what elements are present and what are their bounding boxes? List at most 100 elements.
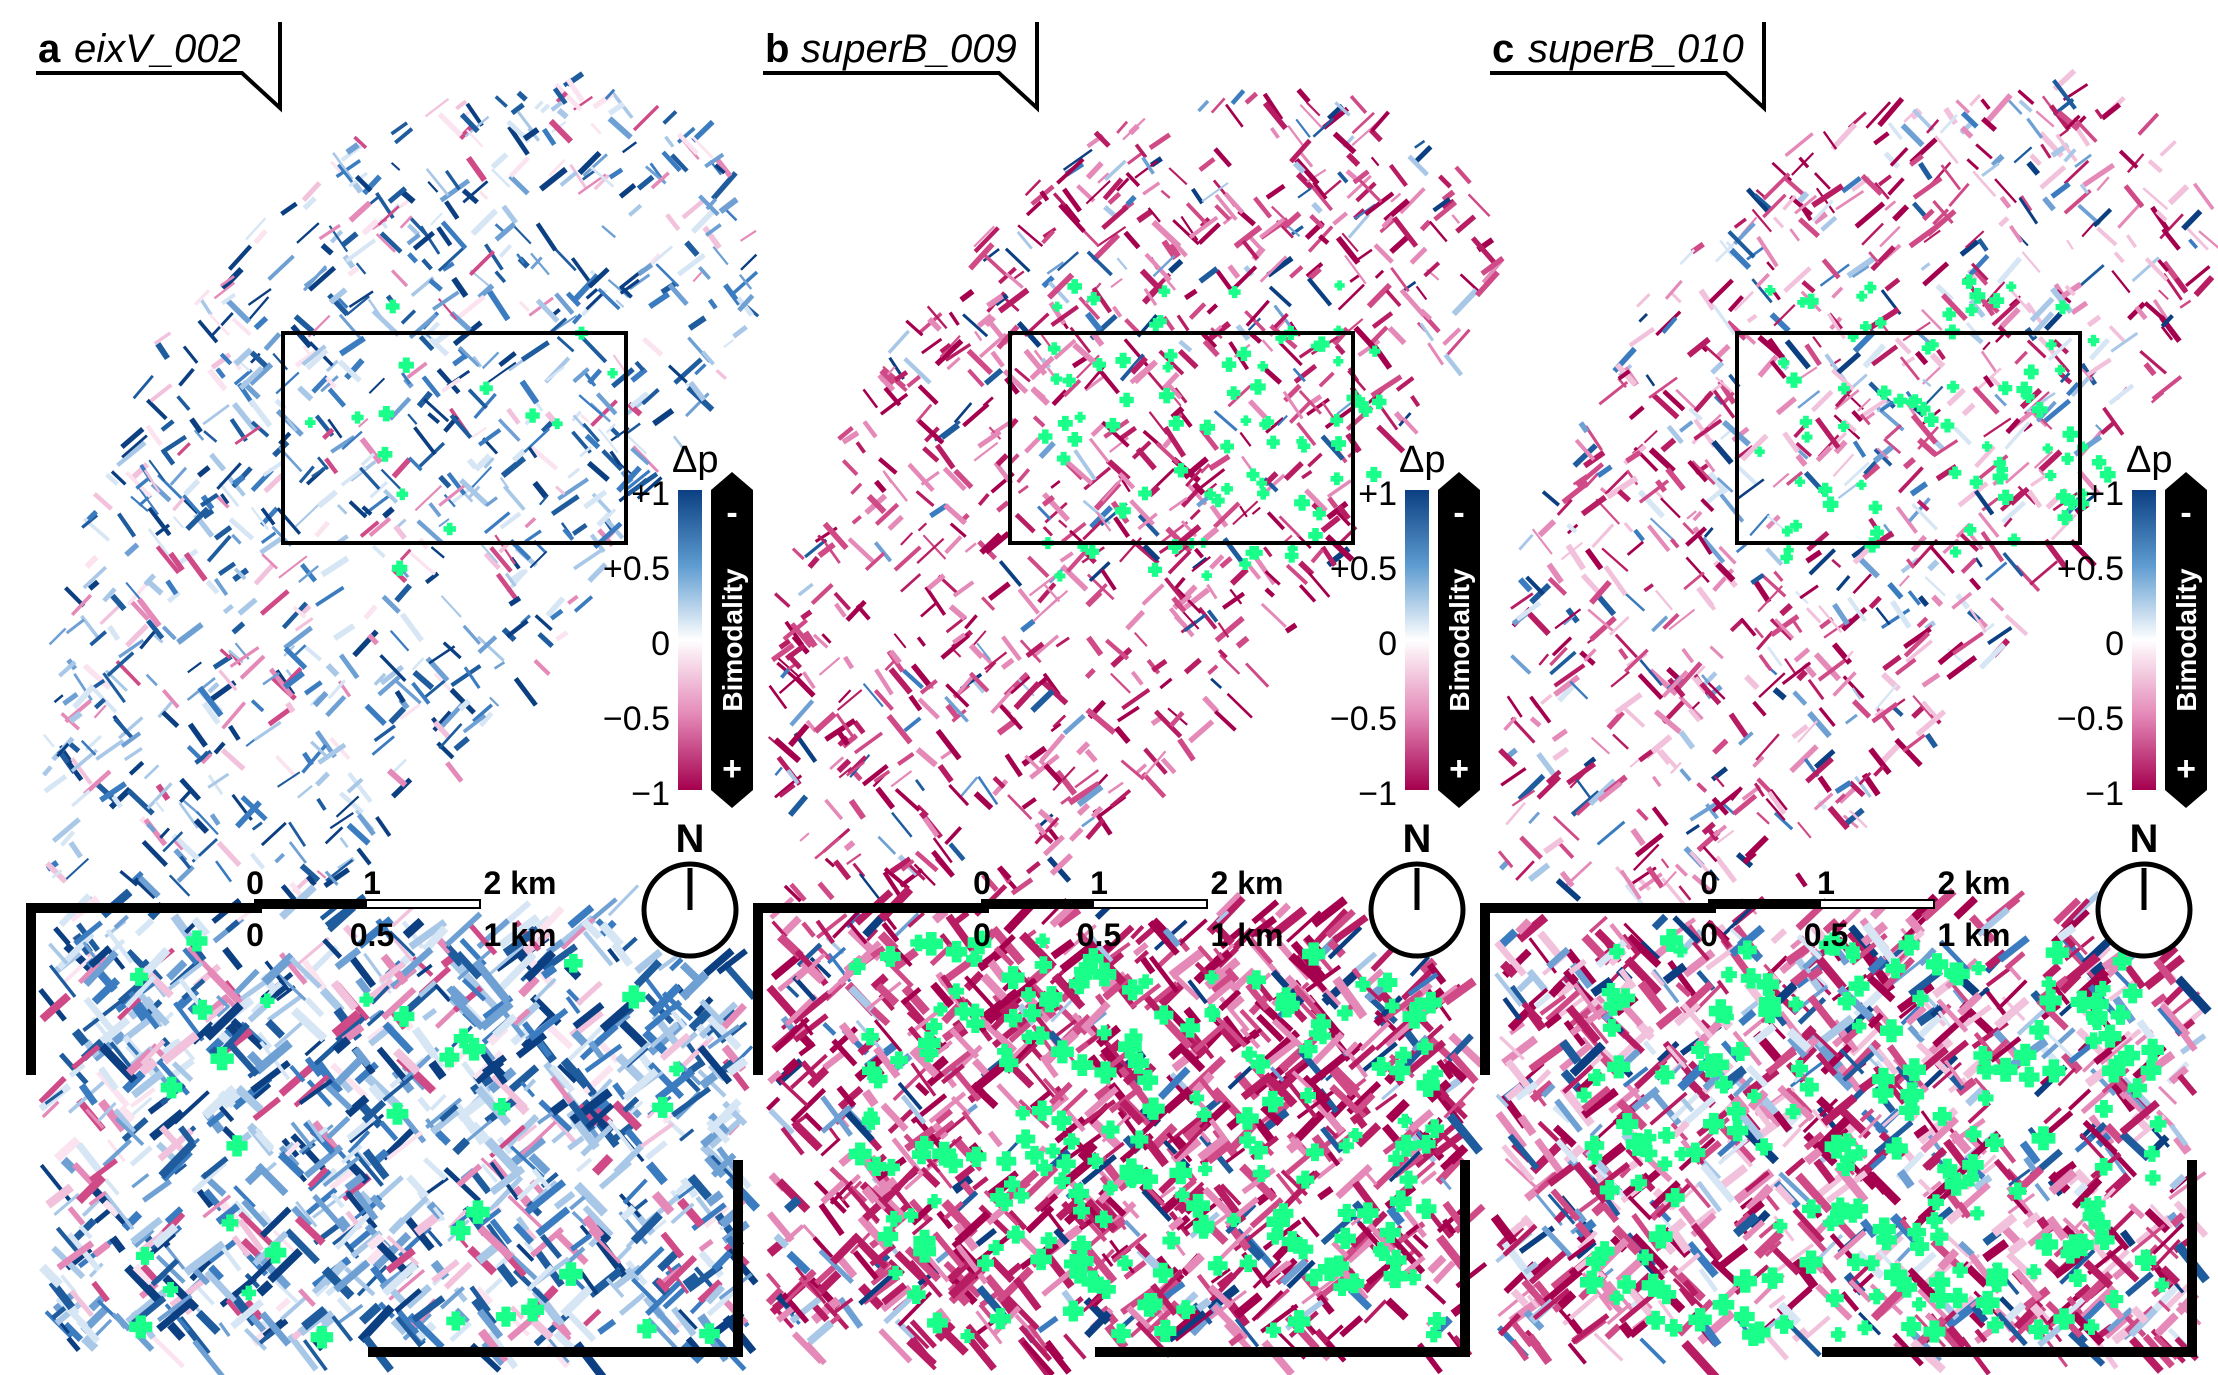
street-segment — [1101, 474, 1126, 502]
street-segment — [1063, 203, 1081, 224]
street-segment — [1364, 1171, 1378, 1186]
street-segment — [329, 811, 354, 830]
street-segment — [321, 427, 335, 440]
street-segment — [427, 412, 441, 425]
street-segment — [71, 789, 91, 808]
street-segment — [681, 198, 706, 220]
street-segment — [1184, 288, 1198, 301]
street-segment — [324, 1083, 353, 1111]
street-segment — [572, 1002, 605, 1030]
street-segment — [1679, 768, 1692, 782]
street-segment — [344, 1173, 365, 1192]
street-segment — [312, 1191, 347, 1219]
street-segment — [202, 508, 215, 520]
street-segment — [318, 1310, 335, 1326]
street-segment — [53, 694, 64, 704]
street-segment — [1756, 811, 1770, 825]
street-segment — [116, 512, 137, 538]
street-segment — [580, 413, 590, 424]
street-segment — [1125, 609, 1146, 631]
street-segment — [1185, 202, 1208, 226]
street-segment — [304, 997, 325, 1018]
street-segment — [765, 1272, 781, 1290]
colorbar-tick-label: +0.5 — [1330, 550, 1397, 588]
street-segment — [622, 1178, 648, 1205]
street-segment — [1311, 201, 1323, 214]
street-segment — [247, 1003, 268, 1023]
street-segment — [721, 1002, 748, 1030]
street-segment — [1152, 254, 1176, 278]
street-segment — [39, 1263, 63, 1288]
street-segment — [1298, 584, 1317, 603]
panel-b-zoom-inset — [765, 884, 1488, 1375]
colorbar-tick-label: −1 — [631, 775, 670, 813]
street-segment — [673, 357, 703, 385]
street-segment — [1451, 214, 1461, 224]
street-segment — [706, 1118, 731, 1144]
street-segment — [630, 1211, 663, 1245]
street-segment — [1326, 479, 1352, 498]
street-segment — [458, 123, 475, 141]
street-segment — [1097, 172, 1110, 184]
street-segment — [1427, 1254, 1447, 1274]
street-segment — [1412, 1233, 1429, 1250]
street-segment — [311, 375, 330, 394]
street-segment — [459, 1102, 475, 1116]
street-segment — [67, 741, 81, 754]
street-segment — [567, 1026, 604, 1062]
street-segment — [1279, 1258, 1308, 1286]
street-segment — [361, 505, 373, 516]
colorbar-gradient — [678, 490, 702, 790]
street-segment — [1359, 1021, 1391, 1052]
street-segment — [1646, 524, 1671, 553]
superblock-cross — [1092, 357, 1107, 372]
street-segment — [370, 985, 390, 1005]
street-segment — [206, 968, 244, 1007]
street-segment — [1784, 177, 1805, 196]
street-segment — [1916, 616, 1929, 629]
street-segment — [698, 1250, 725, 1279]
street-segment — [1415, 285, 1428, 301]
street-segment — [1955, 99, 1971, 114]
street-segment — [920, 470, 940, 486]
street-segment — [1164, 577, 1186, 603]
street-segment — [549, 608, 564, 621]
street-segment — [248, 398, 273, 428]
street-segment — [1834, 780, 1853, 794]
scale-bottom-label: 0.5 — [350, 917, 394, 953]
street-segment — [1445, 328, 1471, 357]
street-segment — [1233, 1292, 1263, 1319]
street-segment — [1702, 846, 1718, 863]
street-segment — [582, 422, 600, 443]
street-segment — [170, 913, 196, 943]
street-segment — [424, 571, 440, 585]
superblock-cross — [221, 1214, 239, 1232]
street-segment — [1114, 725, 1131, 745]
street-segment — [136, 597, 162, 628]
street-segment — [573, 548, 603, 571]
street-segment — [1215, 269, 1233, 291]
street-segment — [620, 1204, 637, 1221]
street-segment — [1056, 251, 1080, 272]
street-segment — [597, 428, 619, 454]
street-segment — [1016, 230, 1033, 250]
street-segment — [171, 833, 200, 862]
street-segment — [466, 129, 484, 148]
superblock-cross — [453, 1028, 474, 1049]
street-segment — [515, 1032, 548, 1059]
street-segment — [2123, 184, 2145, 209]
superblock-cross — [129, 1315, 153, 1339]
street-segment — [1210, 1267, 1231, 1284]
street-segment — [1285, 563, 1309, 586]
street-segment — [1440, 1176, 1452, 1191]
street-segment — [1197, 222, 1221, 245]
street-segment — [945, 703, 960, 719]
street-segment — [178, 367, 195, 387]
street-segment — [1217, 622, 1230, 638]
street-segment — [1121, 688, 1151, 711]
street-segment — [972, 1176, 989, 1191]
street-segment — [499, 511, 522, 530]
street-segment — [330, 979, 359, 1011]
street-segment — [202, 403, 230, 426]
street-segment — [222, 946, 243, 971]
